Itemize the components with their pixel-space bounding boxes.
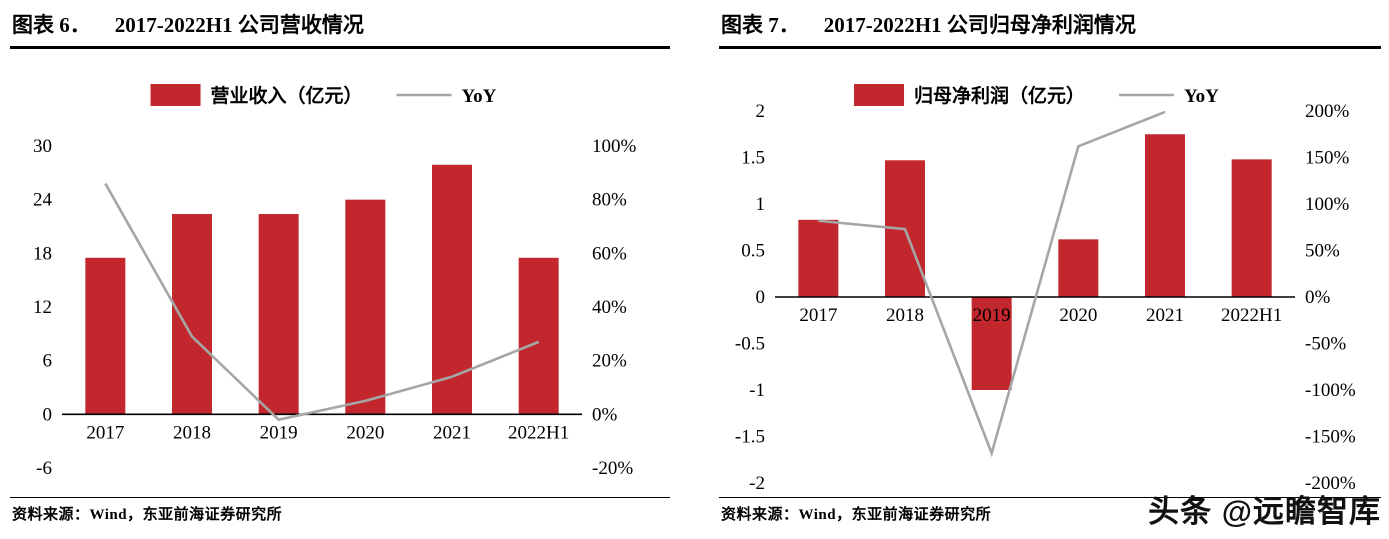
- left-axis-tick: -1: [749, 380, 765, 401]
- legend-bar-swatch: [854, 84, 905, 106]
- left-axis-tick: -0.5: [735, 334, 765, 355]
- x-axis-label: 2021: [1146, 305, 1184, 326]
- net-profit-chart-header: 图表 7． 2017-2022H1 公司归母净利润情况: [719, 0, 1381, 49]
- revenue-chart-header: 图表 6． 2017-2022H1 公司营收情况: [10, 0, 670, 49]
- right-axis-tick: 40%: [592, 297, 627, 318]
- watermark: 头条 @远瞻智库: [1148, 494, 1381, 529]
- right-axis-tick: -100%: [1305, 380, 1356, 401]
- left-axis-tick: 1.5: [741, 148, 765, 169]
- source-note: 资料来源：Wind，东亚前海证券研究所: [10, 497, 670, 524]
- source-text: 资料来源：Wind，东亚前海证券研究所: [12, 507, 283, 523]
- bar-2022H1: [1231, 159, 1272, 297]
- source-text: 资料来源：Wind，东亚前海证券研究所: [721, 507, 992, 523]
- x-axis-label: 2020: [1059, 305, 1097, 326]
- left-axis-tick: 12: [33, 297, 52, 318]
- figure-title: 2017-2022H1 公司营收情况: [114, 13, 364, 37]
- left-axis-tick: -2: [749, 473, 765, 493]
- left-axis-tick: -6: [36, 458, 52, 479]
- x-axis-label: 2022H1: [508, 422, 569, 443]
- left-axis-tick: 24: [33, 190, 53, 211]
- bar-2021: [1145, 134, 1185, 297]
- right-axis-tick: -150%: [1305, 427, 1356, 448]
- x-axis-label: 2018: [173, 422, 211, 443]
- left-axis-tick: -1.5: [735, 427, 765, 448]
- x-axis-label: 2017: [86, 422, 124, 443]
- right-axis-tick: -50%: [1305, 334, 1346, 355]
- left-axis-tick: 18: [33, 243, 52, 264]
- source-note: 资料来源：Wind，东亚前海证券研究所: [719, 497, 1381, 524]
- right-axis-tick: 60%: [592, 243, 627, 264]
- figure-label: 图表 7．: [721, 13, 800, 37]
- legend-bar-label: 归母净利润（亿元）: [914, 84, 1085, 107]
- bar-2020: [1058, 239, 1099, 297]
- right-axis-tick: -20%: [592, 458, 633, 479]
- right-axis-tick: 200%: [1305, 101, 1350, 122]
- left-axis-tick: 30: [33, 136, 52, 157]
- x-axis-label: 2017: [799, 305, 837, 326]
- left-axis-tick: 6: [43, 351, 53, 372]
- bar-2022H1: [518, 257, 559, 415]
- revenue-chart: 30 24 18 12 6 0 -6 100% 80% 60% 40% 20% 0% -20% 2017 20…: [33, 84, 637, 479]
- x-axis-label: 2022H1: [1221, 305, 1282, 326]
- x-axis-label: 2019: [973, 305, 1011, 326]
- legend-bar-swatch: [150, 84, 201, 106]
- bar-2020: [345, 199, 386, 415]
- net-profit-chart: 2 1.5 1 0.5 0 -0.5 -1 -1.5 -2 200% 150% 100% 50% 0% -5…: [735, 84, 1356, 493]
- bar-2017: [798, 219, 839, 297]
- right-axis-tick: 80%: [592, 190, 627, 211]
- bar-2017: [85, 257, 126, 415]
- right-axis-tick: 20%: [592, 351, 627, 372]
- right-axis-tick: 0%: [1305, 287, 1331, 308]
- right-axis-tick: 150%: [1305, 148, 1350, 169]
- yoy-line: [104, 182, 540, 422]
- left-axis-tick: 2: [756, 101, 766, 122]
- bar-2019: [258, 213, 299, 415]
- right-axis-tick: 50%: [1305, 241, 1340, 262]
- bar-2019: [971, 297, 1012, 390]
- x-axis-label: 2018: [886, 305, 924, 326]
- legend-line-label: YoY: [462, 86, 497, 107]
- right-axis-tick: 100%: [592, 136, 637, 157]
- figure-title: 2017-2022H1 公司归母净利润情况: [823, 13, 1136, 37]
- left-axis-tick: 0.5: [741, 241, 765, 262]
- x-axis-label: 2020: [346, 422, 384, 443]
- yoy-line: [818, 110, 1166, 458]
- right-axis-tick: 100%: [1305, 194, 1350, 215]
- net-profit-chart-panel: 图表 7． 2017-2022H1 公司归母净利润情况 2 1.5 1 0.5 0 -0.…: [719, 0, 1381, 524]
- left-axis-tick: 1: [756, 194, 766, 215]
- left-axis-tick: 0: [43, 404, 53, 425]
- x-axis-label: 2021: [433, 422, 471, 443]
- right-axis-tick: -200%: [1305, 473, 1356, 493]
- x-axis-label: 2019: [260, 422, 298, 443]
- right-axis-tick: 0%: [592, 404, 618, 425]
- revenue-chart-panel: 图表 6． 2017-2022H1 公司营收情况 30 24 18 12 6 0 -6 100…: [10, 0, 670, 524]
- legend-bar-label: 营业收入（亿元）: [211, 84, 363, 107]
- left-axis-tick: 0: [756, 287, 766, 308]
- figure-label: 图表 6．: [12, 13, 91, 37]
- legend-line-label: YoY: [1184, 86, 1219, 107]
